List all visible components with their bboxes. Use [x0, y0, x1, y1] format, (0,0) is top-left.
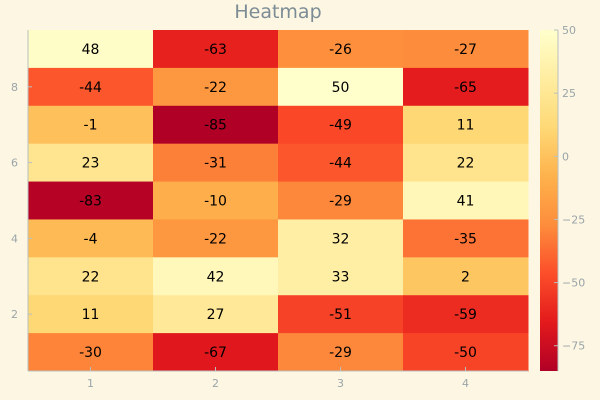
heatmap-cell [403, 143, 529, 183]
heatmap-cell [28, 67, 154, 107]
colorbar-tick-label: 50 [562, 24, 576, 37]
cell-value-label: 11 [82, 307, 100, 323]
cell-value-label: 42 [207, 269, 225, 285]
heatmap-cell [28, 219, 154, 258]
cell-value-label: -27 [454, 42, 477, 58]
heatmap-cell [278, 257, 404, 296]
x-tick-label: 1 [87, 377, 94, 390]
heatmap-cell [153, 30, 279, 69]
heatmap-cell [403, 295, 529, 334]
heatmap-cell [153, 181, 279, 220]
cell-value-label: -4 [84, 231, 98, 247]
heatmap-cell [153, 257, 279, 296]
y-tick-label: 6 [11, 157, 18, 170]
y-tick-label: 8 [11, 81, 18, 94]
heatmap-cell [153, 143, 279, 183]
cell-value-label: -83 [79, 194, 102, 210]
heatmap-cell [278, 181, 404, 220]
heatmap-cell [28, 30, 154, 69]
cell-value-label: -67 [204, 345, 227, 361]
cell-value-label: -50 [454, 345, 477, 361]
cell-value-label: 2 [461, 269, 470, 285]
x-tick-label: 4 [462, 377, 469, 390]
cell-value-label: -22 [204, 80, 227, 96]
heatmap-cell [28, 257, 154, 296]
heatmap-cell [403, 30, 529, 69]
colorbar-tick-label: −75 [562, 340, 585, 353]
x-tick-label: 3 [337, 377, 344, 390]
heatmap-cell [403, 257, 529, 296]
heatmap-cell [153, 219, 279, 258]
cell-value-label: -22 [204, 231, 227, 247]
cell-value-label: -10 [204, 194, 227, 210]
cell-value-label: -31 [204, 156, 227, 172]
y-axis: 2 4 6 8 [11, 30, 32, 371]
heatmap-cell [278, 143, 404, 183]
colorbar-tick-label: 0 [562, 150, 569, 163]
cell-value-label: -51 [329, 307, 352, 323]
cell-value-label: -59 [454, 307, 477, 323]
colorbar: 50 25 0 −25 −50 −75 [540, 24, 585, 371]
colorbar-tick-label: −25 [562, 213, 585, 226]
cell-value-label: -26 [329, 42, 352, 58]
cell-value-label: 48 [82, 42, 100, 58]
cell-value-label: -63 [204, 42, 227, 58]
x-tick-label: 2 [212, 377, 219, 390]
cell-value-label: 23 [82, 156, 100, 172]
cell-value-label: -29 [329, 345, 352, 361]
heatmap-cell [403, 333, 529, 372]
chart-title: Heatmap [234, 1, 321, 23]
y-tick-label: 2 [11, 308, 18, 321]
y-tick-label: 4 [11, 232, 18, 245]
heatmap-cell [278, 219, 404, 258]
heatmap-cell [278, 67, 404, 107]
heatmap-cell [278, 30, 404, 69]
heatmap-cell [153, 295, 279, 334]
heatmap-cell [28, 105, 154, 145]
cell-value-label: -44 [79, 80, 102, 96]
cell-value-label: 33 [332, 269, 350, 285]
colorbar-tick-label: −50 [562, 277, 585, 290]
cell-value-label: 32 [332, 231, 350, 247]
colorbar-gradient [540, 30, 558, 371]
heatmap-cell [28, 143, 154, 183]
cell-value-label: 41 [457, 194, 475, 210]
cell-value-label: 27 [207, 307, 225, 323]
cell-value-label: -29 [329, 194, 352, 210]
heatmap-cell [403, 105, 529, 145]
cell-value-label: 50 [332, 80, 350, 96]
heatmap-cell [153, 67, 279, 107]
cell-value-label: -85 [204, 118, 227, 134]
x-axis: 1 2 3 4 [28, 367, 528, 390]
cell-value-label: -1 [84, 118, 98, 134]
cell-value-label: -30 [79, 345, 102, 361]
heatmap-cell [278, 333, 404, 372]
heatmap-cell [278, 295, 404, 334]
cell-value-label: -65 [454, 80, 477, 96]
heatmap-cell [28, 295, 154, 334]
heatmap-cell [278, 105, 404, 145]
cell-value-label: 22 [457, 156, 475, 172]
heatmap-cell [403, 181, 529, 220]
cell-value-label: 22 [82, 269, 100, 285]
heatmap-cell [153, 333, 279, 372]
heatmap-cell [403, 67, 529, 107]
cell-value-label: -44 [329, 156, 352, 172]
heatmap-cell [153, 105, 279, 145]
cell-value-label: -49 [329, 118, 352, 134]
heatmap-cell [403, 219, 529, 258]
cell-value-label: 11 [457, 118, 475, 134]
colorbar-tick-label: 25 [562, 87, 576, 100]
heatmap-cell [28, 333, 154, 372]
heatmap-cell [28, 181, 154, 220]
cell-value-label: -35 [454, 231, 477, 247]
